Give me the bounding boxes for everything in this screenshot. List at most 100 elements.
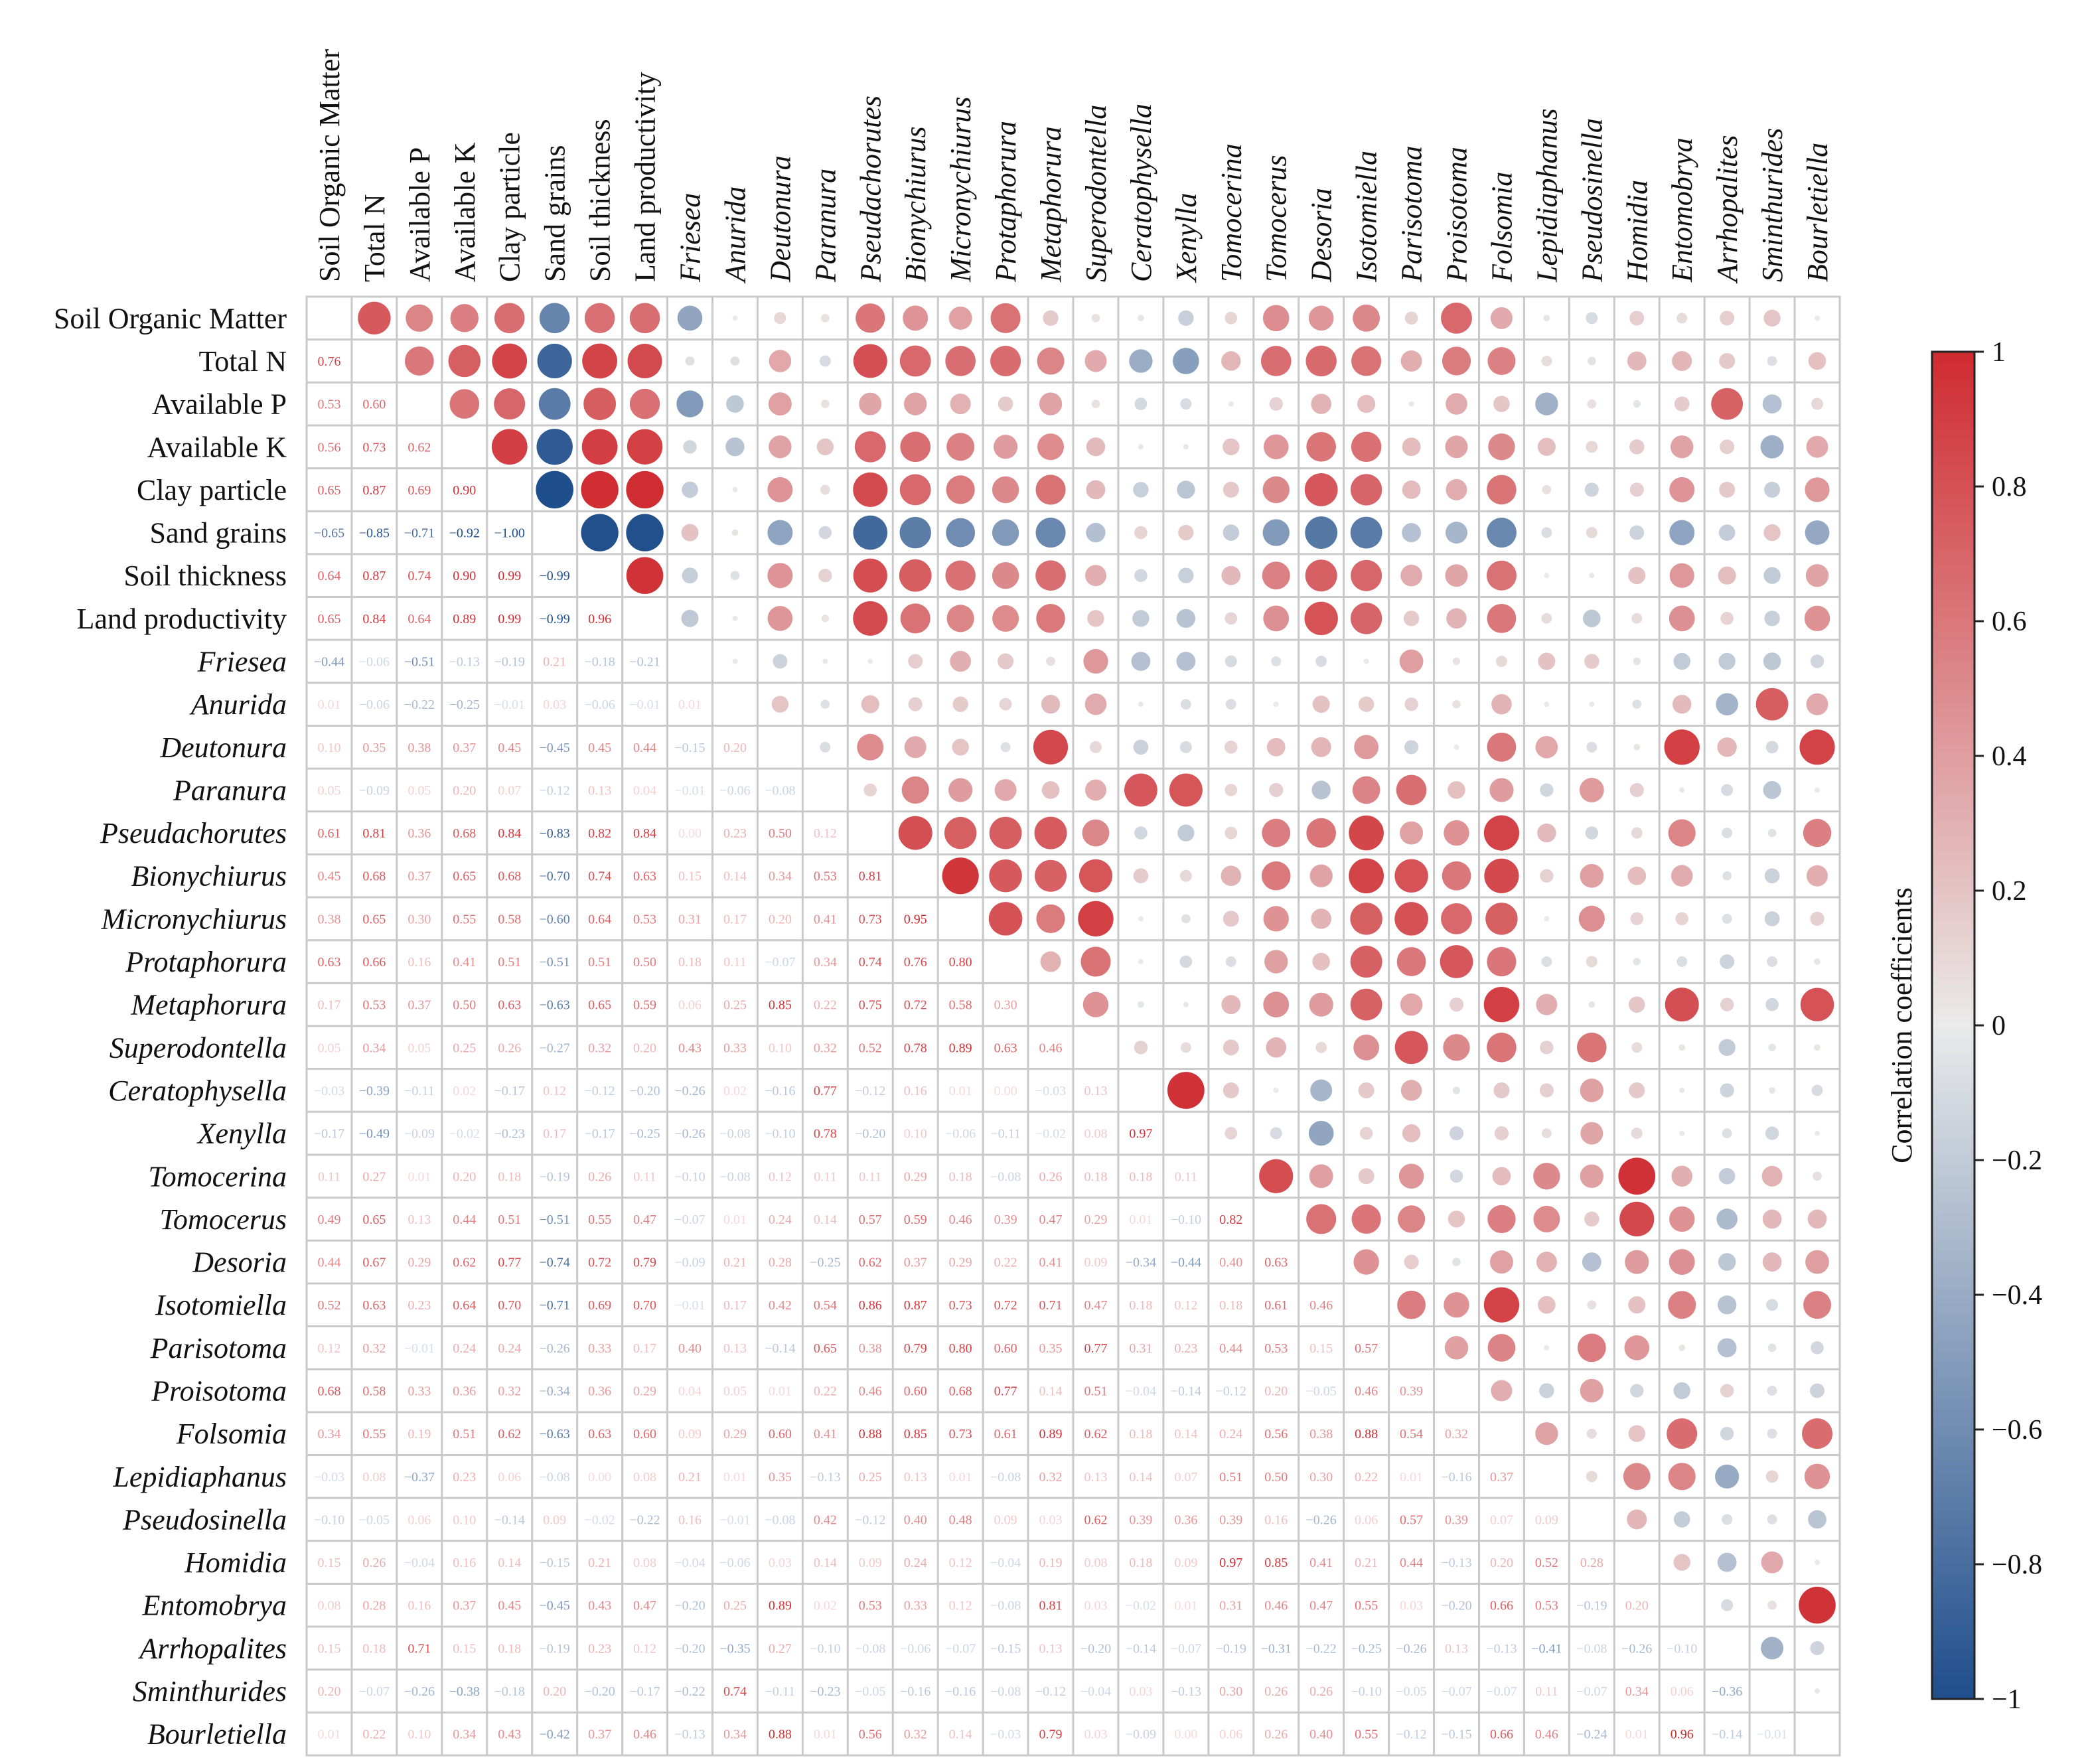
correlation-value: −0.22 [404, 698, 435, 712]
correlation-value: 0.08 [633, 1470, 656, 1485]
correlation-circle [682, 481, 698, 498]
correlation-value: −0.13 [1441, 1556, 1471, 1570]
correlation-circle [1585, 826, 1599, 840]
correlation-circle [1486, 560, 1517, 591]
correlation-value: 0.27 [362, 1169, 386, 1184]
correlation-circle [1133, 739, 1149, 755]
correlation-value: 0.77 [498, 1256, 521, 1270]
correlation-value: 0.22 [1355, 1470, 1378, 1485]
correlation-circle [1671, 865, 1693, 887]
correlation-circle [1763, 567, 1781, 584]
correlation-circle [1811, 1341, 1824, 1355]
correlation-circle [821, 314, 830, 323]
correlation-circle [731, 529, 739, 536]
correlation-value: −0.23 [494, 1127, 525, 1141]
correlation-value: 0.99 [498, 569, 521, 583]
correlation-circle [1664, 729, 1700, 765]
correlation-value: 0.18 [678, 955, 702, 970]
correlation-value: 0.29 [633, 1384, 656, 1399]
correlation-circle [1678, 1344, 1686, 1351]
correlation-circle [1402, 480, 1421, 499]
correlation-circle [989, 816, 1022, 849]
correlation-value: 0.46 [949, 1213, 972, 1227]
correlation-value: −0.05 [855, 1684, 885, 1699]
row-label: Ceratophysella [108, 1074, 287, 1107]
row-label: Soil Organic Matter [54, 302, 287, 334]
correlation-circle [1767, 1343, 1777, 1353]
correlation-value: −0.05 [1306, 1384, 1337, 1399]
matrix-grid [305, 295, 1841, 1757]
row-label: Desoria [192, 1246, 287, 1279]
correlation-circle [1305, 345, 1337, 377]
correlation-value: 0.15 [317, 1556, 340, 1570]
correlation-circle [1138, 701, 1144, 707]
correlation-value: −0.74 [540, 1256, 570, 1270]
correlation-circle [1673, 1511, 1690, 1528]
correlation-circle [1397, 1290, 1426, 1319]
correlation-circle [1452, 1086, 1461, 1094]
correlation-value: 0.44 [1219, 1341, 1242, 1356]
correlation-circle [1806, 435, 1828, 458]
correlation-value: 0.09 [1174, 1556, 1197, 1570]
correlation-value: 0.20 [633, 1041, 656, 1055]
correlation-circle [1169, 773, 1203, 807]
correlation-value: 0.11 [723, 955, 746, 970]
row-label: Available K [147, 431, 287, 463]
correlation-value: 0.17 [723, 1298, 747, 1313]
correlation-circle [1673, 1554, 1690, 1571]
correlation-circle [1082, 992, 1109, 1017]
correlation-circle [1808, 352, 1826, 370]
row-label: Homidia [184, 1546, 287, 1579]
correlation-value: −0.20 [1080, 1641, 1111, 1656]
correlation-circle [1580, 1164, 1604, 1188]
correlation-circle [999, 698, 1012, 711]
correlation-value: 0.45 [498, 1599, 521, 1613]
correlation-circle [1084, 350, 1107, 372]
correlation-value: 0.22 [814, 998, 837, 1013]
correlation-circle [1629, 782, 1644, 798]
correlation-circle [1180, 398, 1192, 410]
column-label: Deutonura [764, 155, 796, 283]
correlation-circle [725, 437, 745, 457]
correlation-circle [1586, 312, 1598, 325]
correlation-value: −0.07 [945, 1641, 976, 1656]
correlation-value: 0.65 [362, 1213, 386, 1227]
correlation-circle [1627, 351, 1647, 371]
correlation-circle [1625, 1250, 1649, 1274]
column-labels: Soil Organic Matter Total N Available P Ava… [313, 49, 1834, 284]
column-label: Protaphorura [990, 121, 1022, 283]
correlation-circle [1633, 657, 1641, 666]
correlation-value: −0.19 [540, 1641, 570, 1656]
correlation-value: 0.41 [453, 955, 476, 970]
correlation-value: −0.06 [359, 655, 390, 670]
correlation-circle [853, 344, 887, 378]
correlation-value: 0.73 [362, 440, 386, 455]
row-label: Available P [152, 388, 287, 421]
correlation-circle [1221, 995, 1241, 1015]
correlation-circle [1578, 905, 1605, 932]
correlation-value: 0.18 [1084, 1169, 1107, 1184]
correlation-value: 0.80 [949, 955, 972, 970]
correlation-circle [1350, 946, 1382, 978]
correlation-value: −0.03 [1035, 1084, 1066, 1098]
correlation-circle [769, 350, 792, 372]
column-label: Sand grains [539, 145, 571, 282]
correlation-circle [1764, 911, 1780, 926]
correlation-value: 0.85 [904, 1427, 927, 1441]
correlation-value: 0.57 [1355, 1341, 1378, 1356]
correlation-circle [1039, 392, 1063, 415]
correlation-circle [1623, 1463, 1651, 1491]
correlation-value: 0.06 [498, 1470, 521, 1485]
correlation-circle [1767, 1386, 1777, 1396]
correlation-circle [629, 303, 660, 334]
correlation-value: −0.08 [855, 1641, 885, 1656]
correlation-circle [1537, 437, 1556, 456]
correlation-value: 0.09 [1084, 1256, 1107, 1270]
correlation-value: 0.01 [723, 1213, 747, 1227]
correlation-value: 0.11 [633, 1169, 656, 1184]
correlation-value: −0.26 [404, 1684, 435, 1699]
correlation-circle [1487, 1205, 1516, 1234]
correlation-value: 0.01 [408, 1169, 431, 1184]
correlation-circle [1718, 652, 1736, 670]
correlation-value: 0.78 [814, 1127, 837, 1141]
